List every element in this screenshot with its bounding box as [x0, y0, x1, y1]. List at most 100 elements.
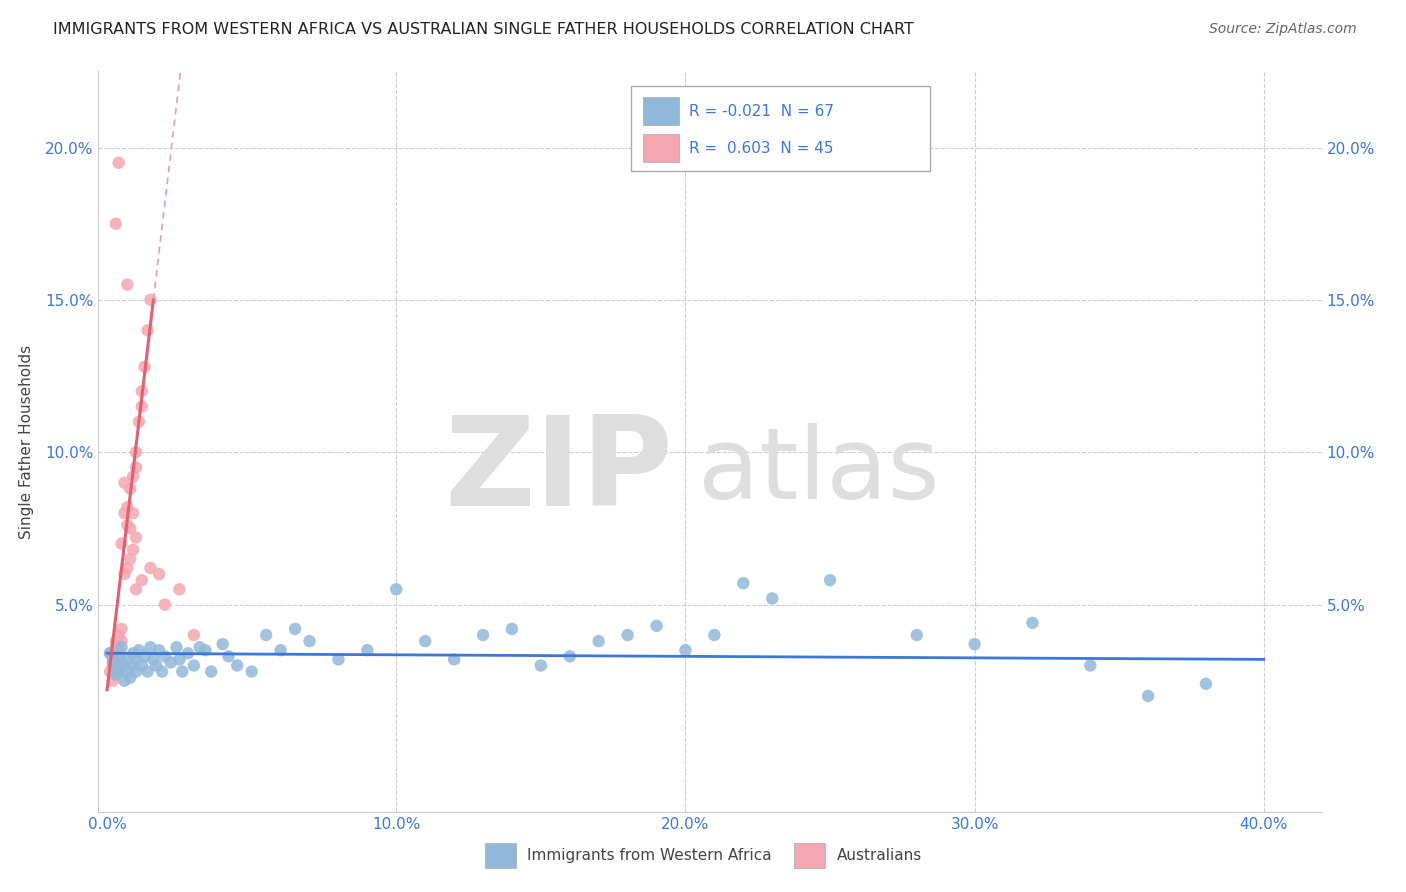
Point [145, 658, 167, 673]
Point [218, 649, 240, 664]
Point [122, 469, 145, 483]
Point [114, 506, 136, 520]
Point [501, 622, 523, 636]
Point [117, 652, 139, 666]
Point [254, 628, 277, 642]
Text: atlas: atlas [697, 423, 939, 520]
Point [558, 649, 581, 664]
Point [148, 643, 170, 657]
Point [120, 521, 142, 535]
Point [200, 665, 222, 679]
Point [211, 637, 233, 651]
Point [1137, 689, 1160, 703]
Point [128, 643, 150, 657]
Point [125, 665, 148, 679]
Point [226, 658, 249, 673]
Point [107, 628, 129, 642]
Point [136, 323, 159, 337]
Point [104, 667, 127, 681]
Point [150, 665, 173, 679]
Text: Immigrants from Western Africa: Immigrants from Western Africa [527, 848, 772, 863]
Point [153, 649, 176, 664]
Point [616, 628, 638, 642]
Point [1195, 677, 1218, 691]
Point [125, 445, 148, 459]
Point [131, 384, 153, 399]
Point [298, 634, 321, 648]
Point [120, 671, 142, 685]
Bar [485, 843, 516, 868]
Y-axis label: Single Father Households: Single Father Households [20, 344, 34, 539]
Point [104, 640, 127, 655]
Point [703, 628, 725, 642]
Point [169, 582, 191, 597]
Point [125, 531, 148, 545]
Point [169, 652, 191, 666]
Point [443, 652, 465, 666]
Point [98, 646, 121, 660]
Point [122, 646, 145, 660]
Point [104, 217, 127, 231]
Point [125, 460, 148, 475]
Point [142, 652, 165, 666]
Point [125, 582, 148, 597]
Point [107, 665, 129, 679]
Point [117, 665, 139, 679]
Point [675, 643, 697, 657]
Point [139, 293, 162, 307]
Point [117, 518, 139, 533]
Point [1021, 615, 1043, 630]
Point [166, 640, 188, 655]
Point [107, 643, 129, 657]
Text: R =  0.603  N = 45: R = 0.603 N = 45 [689, 141, 834, 156]
Point [172, 665, 194, 679]
Point [117, 277, 139, 292]
Point [110, 634, 132, 648]
Point [101, 673, 124, 688]
Point [101, 658, 124, 673]
Bar [643, 97, 679, 126]
Point [905, 628, 928, 642]
Point [98, 646, 121, 660]
Point [139, 561, 162, 575]
Point [188, 640, 211, 655]
Point [385, 582, 408, 597]
Point [148, 567, 170, 582]
Point [733, 576, 755, 591]
Point [761, 591, 783, 606]
Point [183, 628, 205, 642]
Point [134, 359, 156, 374]
Point [131, 573, 153, 587]
Bar [794, 843, 825, 868]
Point [98, 665, 121, 679]
Text: R = -0.021  N = 67: R = -0.021 N = 67 [689, 103, 834, 119]
Point [183, 658, 205, 673]
Point [530, 658, 553, 673]
Point [818, 573, 841, 587]
Point [125, 652, 148, 666]
Point [114, 567, 136, 582]
Point [101, 656, 124, 670]
FancyBboxPatch shape [630, 87, 931, 171]
Point [122, 658, 145, 673]
Point [139, 640, 162, 655]
Point [128, 415, 150, 429]
Point [270, 643, 292, 657]
Point [240, 665, 263, 679]
Point [110, 622, 132, 636]
Point [114, 658, 136, 673]
Point [134, 649, 156, 664]
Point [110, 640, 132, 655]
Point [104, 634, 127, 648]
Point [963, 637, 986, 651]
Point [104, 658, 127, 673]
Point [356, 643, 378, 657]
Point [177, 646, 200, 660]
Text: Source: ZipAtlas.com: Source: ZipAtlas.com [1209, 22, 1357, 37]
Point [588, 634, 610, 648]
Text: ZIP: ZIP [444, 410, 673, 532]
Point [1078, 658, 1101, 673]
Bar [643, 135, 679, 162]
Text: Australians: Australians [837, 848, 922, 863]
Point [645, 619, 668, 633]
